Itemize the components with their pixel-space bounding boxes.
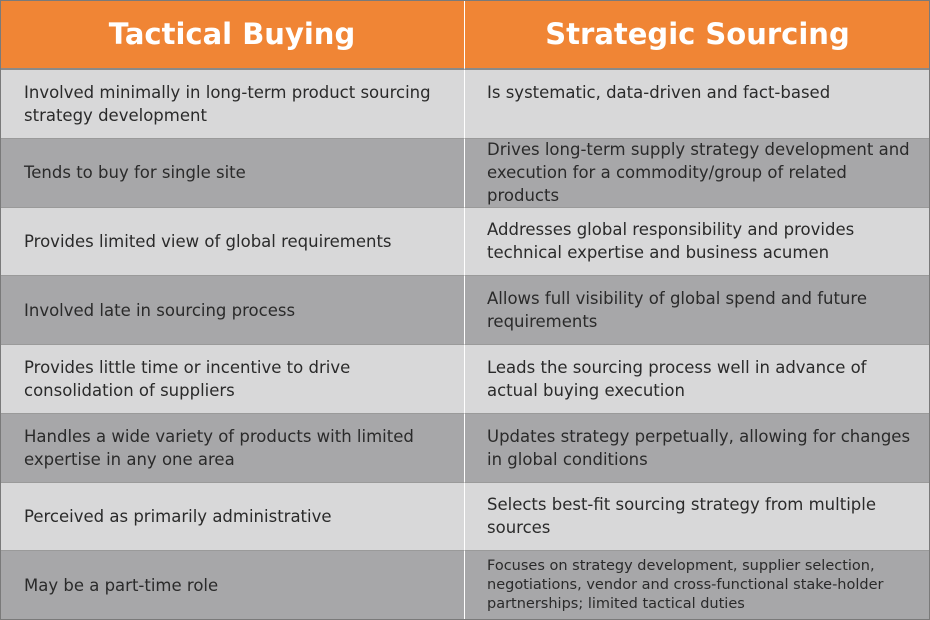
tactical-cell-8: May be a part-time role bbox=[0, 551, 465, 620]
strategic-cell-1: Is systematic, data-driven and fact-base… bbox=[465, 70, 930, 139]
tactical-cell-2: Tends to buy for single site bbox=[0, 138, 465, 208]
tactical-cell-7: Perceived as primarily administrative bbox=[0, 482, 465, 552]
strategic-cell-7: Selects best-fit sourcing strategy from … bbox=[465, 482, 930, 552]
tactical-cell-4: Involved late in sourcing process bbox=[0, 276, 465, 345]
tactical-cell-6: Handles a wide variety of products with … bbox=[0, 413, 465, 483]
strategic-cell-6: Updates strategy perpetually, allowing f… bbox=[465, 413, 930, 483]
header-tactical-buying: Tactical Buying bbox=[0, 0, 465, 70]
strategic-cell-2: Drives long-term supply strategy develop… bbox=[465, 138, 930, 208]
tactical-cell-1: Involved minimally in long-term product … bbox=[0, 70, 465, 139]
tactical-cell-5: Provides little time or incentive to dri… bbox=[0, 345, 465, 414]
strategic-cell-5: Leads the sourcing process well in advan… bbox=[465, 345, 930, 414]
strategic-cell-8: Focuses on strategy development, supplie… bbox=[465, 551, 930, 620]
strategic-cell-4: Allows full visibility of global spend a… bbox=[465, 276, 930, 345]
strategic-cell-3: Addresses global responsibility and prov… bbox=[465, 207, 930, 277]
header-strategic-sourcing: Strategic Sourcing bbox=[465, 0, 930, 70]
tactical-cell-3: Provides limited view of global requirem… bbox=[0, 207, 465, 277]
